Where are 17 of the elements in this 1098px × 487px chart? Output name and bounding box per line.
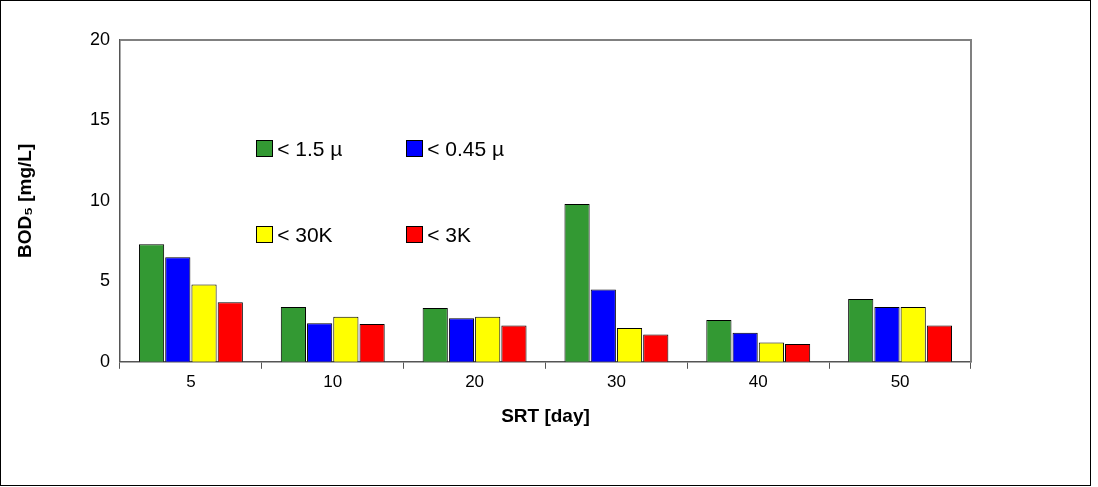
- y-axis-title: BOD₅ [mg/L]: [13, 143, 35, 259]
- legend-label: < 3K: [427, 222, 471, 247]
- x-tick-label: 30: [606, 371, 626, 391]
- legend-label: < 30K: [277, 222, 333, 247]
- y-tick-label: 20: [89, 28, 110, 49]
- x-tick-label: 5: [186, 371, 196, 391]
- x-tick-label: 40: [748, 371, 768, 391]
- x-axis-title: SRT [day]: [501, 404, 590, 426]
- y-tick-label: 0: [99, 350, 110, 371]
- legend-label: < 1.5 µ: [277, 136, 343, 161]
- x-tick-label: 50: [890, 371, 910, 391]
- y-tick-label: 5: [99, 270, 110, 291]
- y-tick-label: 10: [89, 189, 110, 210]
- legend-label: < 0.45 µ: [427, 136, 505, 161]
- y-tick-label: 15: [89, 109, 110, 130]
- x-tick-label: 20: [465, 371, 485, 391]
- x-tick-label: 10: [323, 371, 343, 391]
